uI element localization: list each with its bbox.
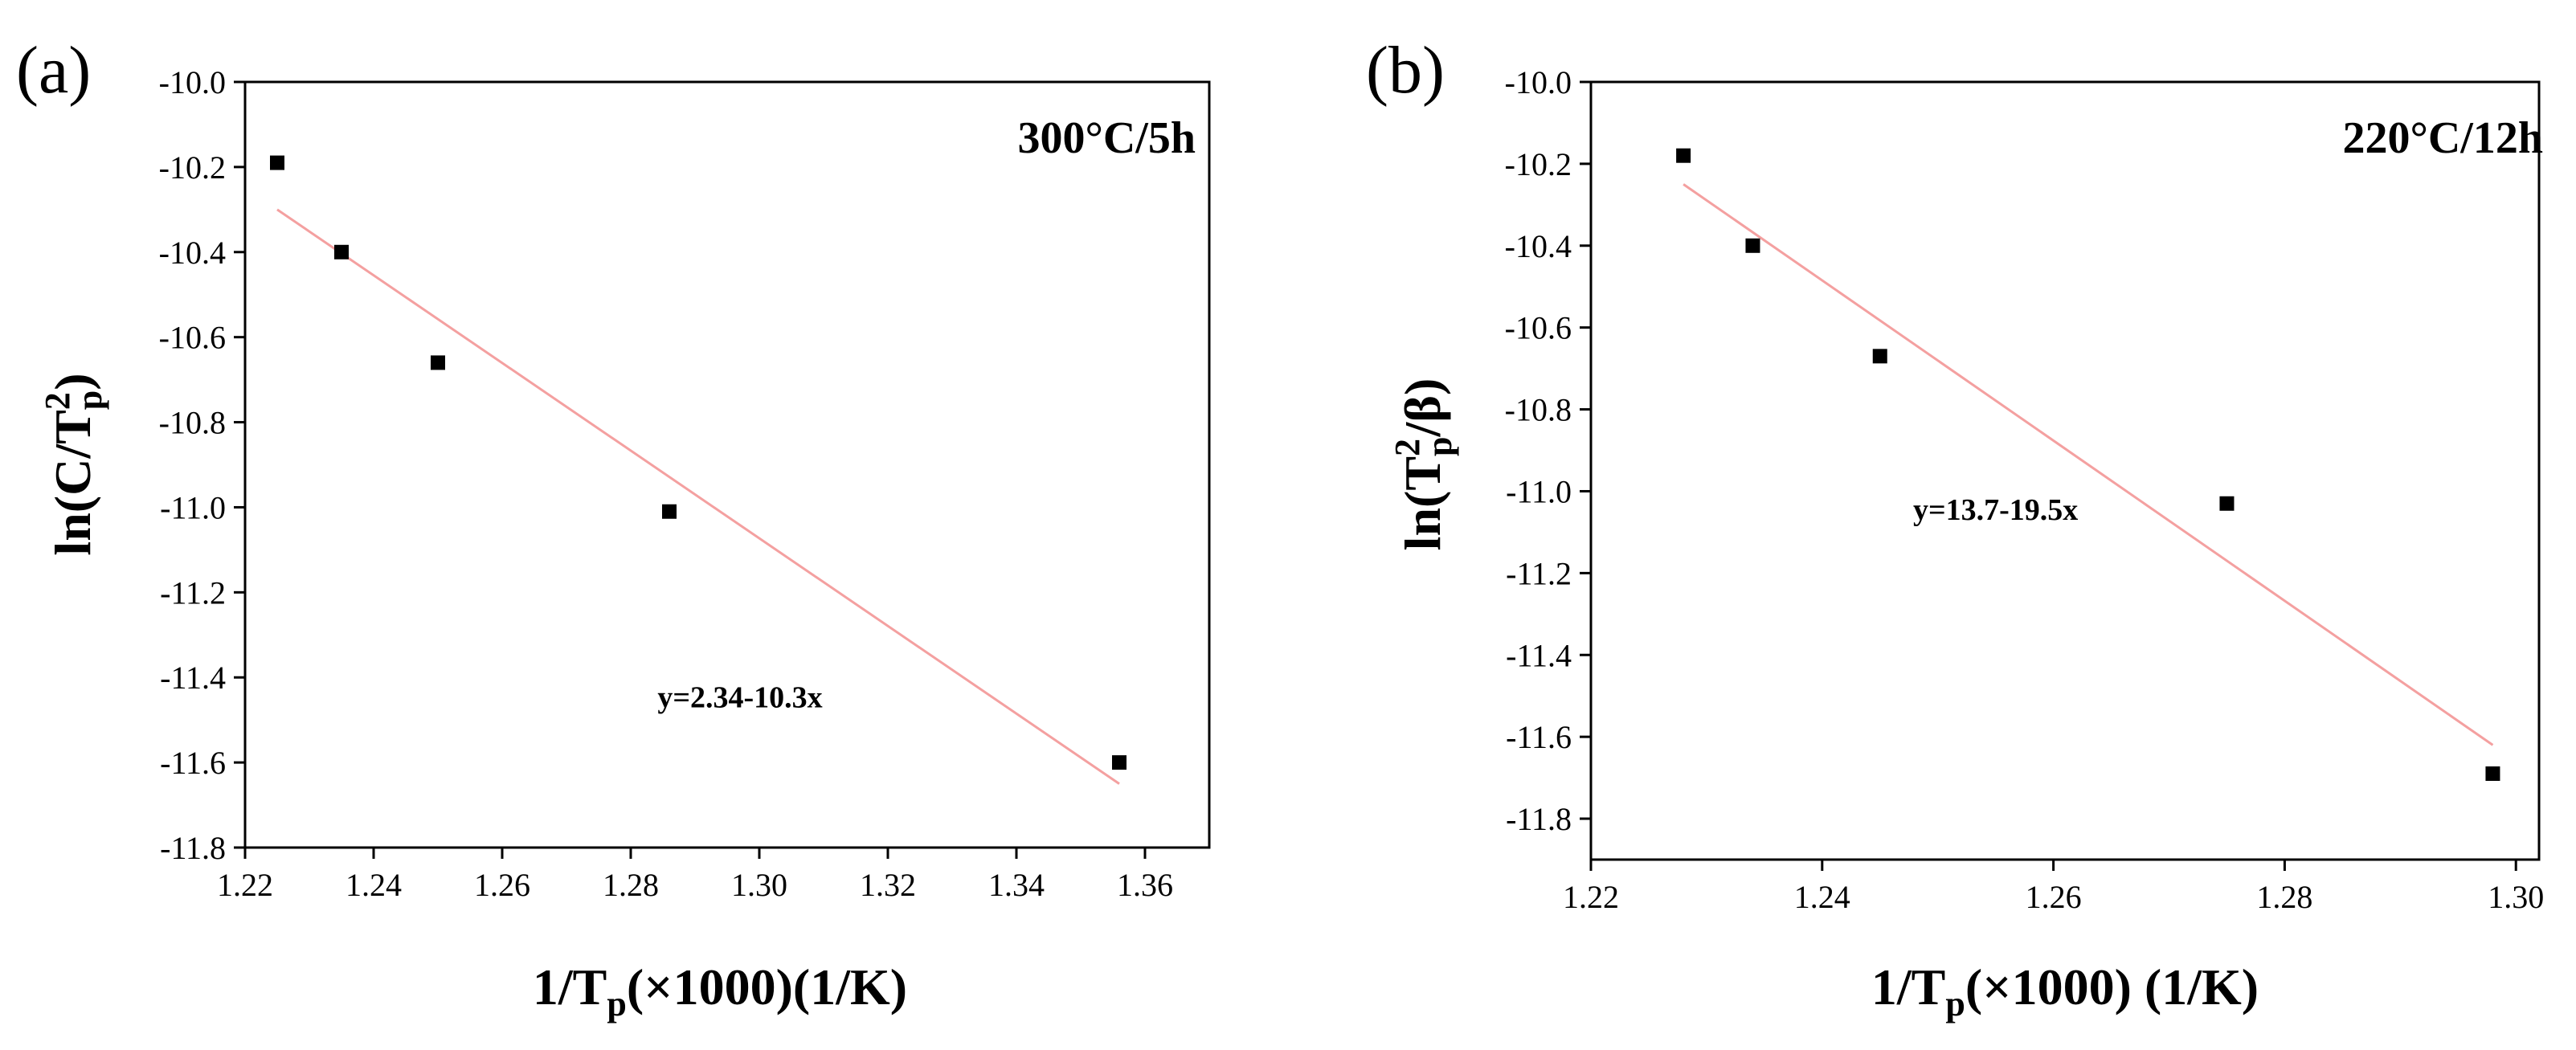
panel-a-y-tick-label: -11.6 [160, 745, 226, 781]
panel-b-fit-equation: y=13.7-19.5x [1913, 493, 2078, 527]
panel-b: (b) 1.22 1.24 1.26 1.28 1.30 -10.0 -10.2 -10.4 -… [1366, 33, 2544, 1023]
panel-a-fit-line [276, 208, 1120, 785]
panel-b-label: (b) [1366, 33, 1445, 108]
panel-a-y-axis-label: ln(C/T2p) [38, 373, 109, 555]
panel-a-data-point [431, 355, 445, 370]
panel-b-y-tick-label: -10.8 [1505, 392, 1572, 428]
panel-a-x-tick-label: 1.24 [346, 867, 402, 903]
panel-a-x-axis-label: 1/Tp(×1000)(1/K) [533, 958, 907, 1023]
panel-a-y-tick-label: -11.4 [160, 660, 226, 696]
panel-a-x-tick-label: 1.22 [217, 867, 273, 903]
panel-a-y-tick-label: -10.8 [159, 405, 226, 441]
panel-b-data-point [1676, 148, 1691, 163]
panel-a: (a) 1.22 1.24 1.26 1.28 1.30 1.32 1.34 1.36 -10.… [16, 33, 1211, 1023]
panel-b-y-tick-label: -11.4 [1506, 637, 1572, 673]
panel-b-condition: 220°C/12h [2342, 113, 2543, 163]
panel-a-data-point [1112, 755, 1126, 770]
panel-a-y-tick-label: -10.6 [159, 320, 226, 356]
panel-b-x-tick-label: 1.24 [1794, 879, 1850, 915]
panel-b-plot-area: 1.22 1.24 1.26 1.28 1.30 -10.0 -10.2 -10.4 -10.6… [1505, 64, 2545, 915]
panel-a-plot-area: 1.22 1.24 1.26 1.28 1.30 1.32 1.34 1.36 -10.0 -10… [159, 64, 1211, 903]
panel-a-y-tick-label: -11.2 [160, 574, 226, 611]
panel-a-x-tick-label: 1.32 [860, 867, 916, 903]
panel-a-y-tick-label: -11.0 [160, 489, 226, 525]
panel-b-data-point [1745, 238, 1760, 253]
panel-a-y-tick-label: -11.8 [160, 830, 226, 866]
panel-a-x-tick-label: 1.30 [731, 867, 787, 903]
panel-a-label: (a) [16, 33, 91, 108]
panel-a-x-tick-label: 1.26 [474, 867, 530, 903]
panel-a-y-tick-label: -10.0 [159, 64, 226, 100]
panel-a-y-tick-label: -10.2 [159, 149, 226, 186]
panel-a-data-point [334, 244, 349, 259]
panel-a-frame [243, 80, 1211, 849]
panel-b-x-tick-label: 1.22 [1563, 879, 1619, 915]
panel-b-fit-line [1683, 183, 2494, 746]
panel-b-y-tick-label: -11.8 [1506, 801, 1572, 837]
panel-b-y-tick-label: -11.2 [1506, 555, 1572, 591]
panel-a-x-tick-label: 1.34 [988, 867, 1045, 903]
panel-b-y-tick-label: -10.6 [1505, 310, 1572, 346]
panel-b-y-tick-label: -10.4 [1505, 228, 1572, 264]
panel-b-x-axis-label: 1/Tp(×1000) (1/K) [1871, 958, 2259, 1023]
panel-b-data-point [1872, 349, 1887, 364]
panel-a-condition: 300°C/5h [1017, 113, 1196, 163]
panel-b-frame [1589, 80, 2541, 861]
panel-b-data-point [2485, 766, 2500, 782]
panel-b-y-axis-label: ln(T2p/β) [1388, 378, 1459, 551]
panel-a-x-tick-label: 1.36 [1117, 867, 1173, 903]
panel-a-data-point [662, 504, 677, 519]
panel-b-y-tick-label: -11.0 [1506, 473, 1572, 509]
panel-b-x-tick-label: 1.28 [2256, 879, 2312, 915]
panel-a-data-point [270, 155, 284, 170]
panel-a-fit-equation: y=2.34-10.3x [657, 680, 822, 714]
panel-b-data-point [2219, 496, 2235, 511]
panel-a-y-tick-label: -10.4 [159, 235, 226, 271]
panel-b-y-tick-label: -10.0 [1505, 64, 1572, 100]
panel-b-x-tick-label: 1.30 [2488, 879, 2544, 915]
panel-b-x-tick-label: 1.26 [2026, 879, 2082, 915]
panel-b-y-tick-label: -11.6 [1506, 719, 1572, 755]
panel-b-y-tick-label: -10.2 [1505, 146, 1572, 182]
panel-a-x-tick-label: 1.28 [603, 867, 659, 903]
